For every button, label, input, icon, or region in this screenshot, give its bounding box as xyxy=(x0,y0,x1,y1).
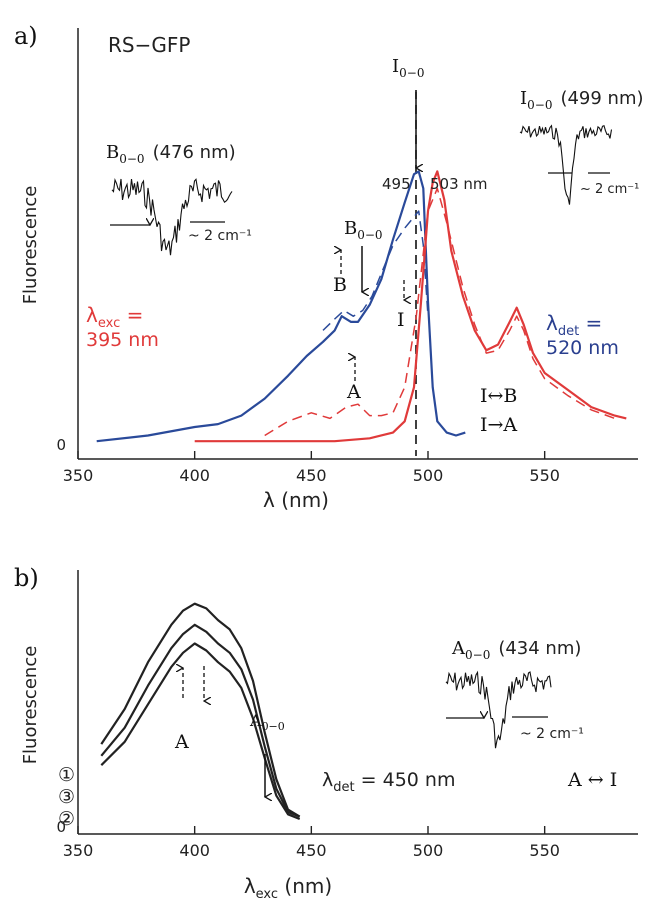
x-tick-label: 350 xyxy=(63,466,94,485)
curve-label-1: ① xyxy=(58,764,75,786)
lambda-exc-value: 395 nm xyxy=(86,329,159,351)
x-tick-label: 550 xyxy=(529,466,560,485)
chart-title: RS−GFP xyxy=(108,33,190,57)
x-tick-label: 400 xyxy=(179,841,210,860)
label-b: B xyxy=(333,274,347,296)
x-tick-label: 500 xyxy=(413,841,444,860)
series-line-a-2 xyxy=(194,170,627,443)
inset-b00-title: B0−0 (476 nm) xyxy=(106,142,236,166)
curve-label-3: ③ xyxy=(58,786,75,808)
series-group-a xyxy=(96,170,627,443)
x-tick-label: 500 xyxy=(413,466,444,485)
inset-a00-width: ~ 2 cm⁻¹ xyxy=(520,726,584,742)
lambda-exc-label: λexc = xyxy=(86,303,143,331)
panel-b-label: b) xyxy=(14,564,39,592)
panel-b: b) 350 400 450 500 550 0 λexc (nm) Fluoresce… xyxy=(14,564,638,902)
label-i: I xyxy=(397,309,405,331)
a00-label: A0−0 xyxy=(249,711,285,733)
series-line-a-3 xyxy=(264,187,615,437)
b00-label: B0−0 xyxy=(344,218,383,242)
transition-i-b: I↔B xyxy=(480,385,517,407)
inset-a00-trace xyxy=(445,670,552,749)
x-tick-label: 350 xyxy=(63,841,94,860)
y-axis-label-b: Fluorescence xyxy=(20,646,41,765)
panel-a-label: a) xyxy=(14,22,38,50)
lambda-det-value: 520 nm xyxy=(546,337,619,359)
series-line-b-0 xyxy=(100,602,301,818)
label-a: A xyxy=(346,381,361,403)
peak-label-503: 503 nm xyxy=(430,175,488,193)
lambda-det-label: λdet = xyxy=(546,311,602,339)
i00-label: I0−0 xyxy=(392,56,424,80)
x-axis-label-a: λ (nm) xyxy=(263,488,329,512)
y-tick-zero-b: 0 xyxy=(56,818,66,836)
label-a-b: A xyxy=(174,731,189,753)
inset-i00-trace xyxy=(519,124,613,205)
x-ticks-a: 350 400 450 500 550 xyxy=(63,451,560,485)
series-line-a-1 xyxy=(322,210,429,331)
transition-a-i: A ↔ I xyxy=(567,769,617,791)
lambda-det-label-b: λdet = 450 nm xyxy=(322,769,455,795)
series-line-b-1 xyxy=(100,623,301,818)
inset-i00-title: I0−0 (499 nm) xyxy=(520,88,644,112)
x-tick-label: 450 xyxy=(296,841,327,860)
inset-i00-width: ~ 2 cm⁻¹ xyxy=(580,182,639,197)
x-tick-label: 400 xyxy=(179,466,210,485)
curve-label-2: ② xyxy=(58,808,75,830)
panel-a: a) RS−GFP 350 400 450 500 550 0 λ (nm) Fluor… xyxy=(14,22,644,512)
x-axis-label-b: λexc (nm) xyxy=(244,874,332,902)
inset-b00-width: ~ 2 cm⁻¹ xyxy=(188,228,252,244)
inset-a00-title: A0−0 (434 nm) xyxy=(451,638,581,662)
y-axis-label-a: Fluorescence xyxy=(20,186,41,305)
x-ticks-b: 350 400 450 500 550 xyxy=(63,826,560,860)
inset-b00-trace xyxy=(111,178,233,256)
x-tick-label: 450 xyxy=(296,466,327,485)
series-line-b-2 xyxy=(100,642,301,821)
y-tick-zero-a: 0 xyxy=(56,436,66,454)
series-line-a-0 xyxy=(96,170,466,443)
x-tick-label: 550 xyxy=(529,841,560,860)
series-group-b xyxy=(100,602,301,821)
peak-label-495: 495 xyxy=(382,175,411,193)
transition-i-a: I→A xyxy=(480,414,517,436)
